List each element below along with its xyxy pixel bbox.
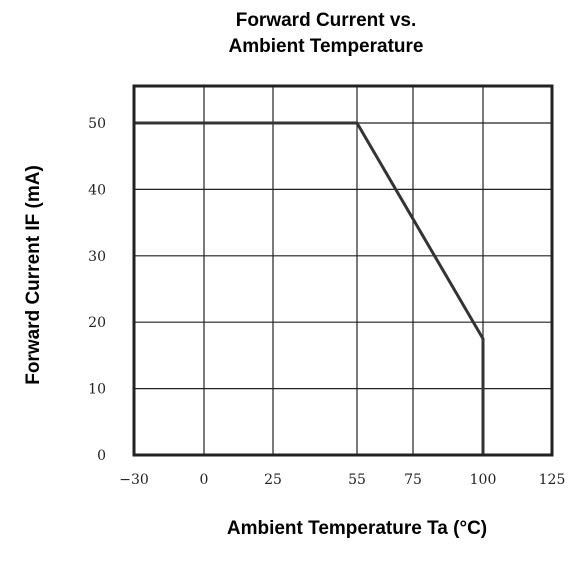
y-tick-label: 0 <box>97 448 106 464</box>
x-tick-label: 75 <box>404 472 422 488</box>
grid <box>134 86 552 455</box>
x-tick-label: −30 <box>119 472 149 488</box>
x-tick-labels: −30 0 25 55 75 100 125 <box>119 472 565 488</box>
x-axis-title: Ambient Temperature Ta (°C) <box>227 518 487 539</box>
x-tick-label: 25 <box>264 472 282 488</box>
series-layer <box>134 121 485 455</box>
x-tick-label: 100 <box>470 472 497 488</box>
y-axis-title: Forward Current IF (mA) <box>23 165 44 385</box>
chart-title-line-1: Forward Current vs. <box>236 10 417 31</box>
series-line-0 <box>134 121 485 455</box>
x-tick-label: 55 <box>348 472 366 488</box>
chart-title-line-2: Ambient Temperature <box>229 36 424 57</box>
plot-area-frame <box>132 84 554 457</box>
y-tick-label: 30 <box>88 249 106 265</box>
x-tick-label: 0 <box>200 472 209 488</box>
y-tick-label: 10 <box>88 382 106 398</box>
y-tick-label: 20 <box>88 315 106 331</box>
y-tick-label: 50 <box>88 116 106 132</box>
y-tick-labels: 0 10 20 30 40 50 <box>88 116 106 464</box>
y-tick-label: 40 <box>88 182 106 198</box>
x-tick-label: 125 <box>539 472 566 488</box>
